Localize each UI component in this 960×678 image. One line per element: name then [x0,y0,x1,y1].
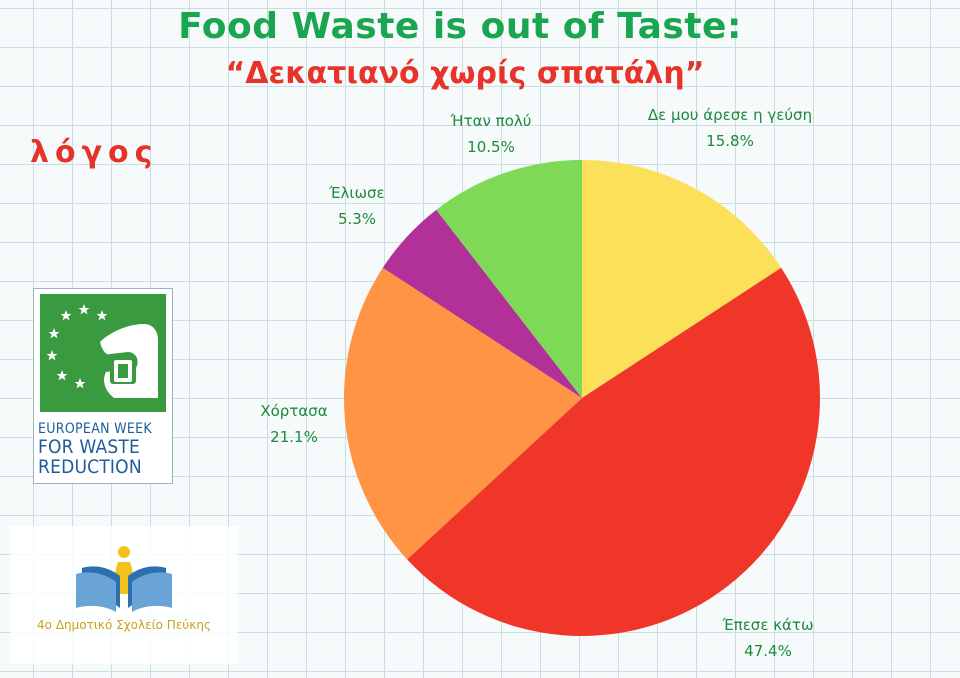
ewwr-emblem [40,294,166,412]
pie-slice [407,267,820,636]
slice-value: 5.3% [337,210,377,228]
school-logo: 4ο Δημοτικό Σχολείο Πεύκης [10,526,238,664]
ewwr-line-3: REDUCTION [38,456,142,478]
slice-label: Δε μου άρεσε η γεύση 15.8% [648,102,812,154]
slice-category: Έλιωσε [329,184,385,202]
slice-label: Ήταν πολύ 10.5% [451,108,532,160]
slice-value: 47.4% [744,642,792,660]
slice-category: Ήταν πολύ [450,112,532,130]
page-subtitle: “Δεκατιανό χωρίς σπατάλη” [225,56,705,91]
section-heading: λόγος [30,135,159,170]
slice-label: Έλιωσε 5.3% [329,180,384,232]
slice-label: Έπεσε κάτω 47.4% [722,612,813,664]
ewwr-logo: EUROPEAN WEEK FOR WASTE REDUCTION [33,288,173,484]
ewwr-line-1: EUROPEAN WEEK [38,421,152,437]
ewwr-line-2: FOR WASTE [38,436,141,458]
slice-value: 15.8% [706,132,754,150]
slice-category: Δε μου άρεσε η γεύση [647,106,813,124]
slice-category: Έπεσε κάτω [722,616,814,634]
slice-value: 21.1% [270,428,318,446]
slice-category: Χόρτασα [260,402,328,420]
open-book-icon [76,546,172,612]
hand-bin-icon [46,304,158,398]
pie-slice [344,267,582,560]
page-title: Food Waste is out of Taste: [178,6,742,47]
slice-label: Χόρτασα 21.1% [260,398,327,450]
slice-value: 10.5% [467,138,515,156]
pie-slice [436,160,582,398]
school-name: 4ο Δημοτικό Σχολείο Πεύκης [37,618,211,632]
pie-slice [382,209,582,398]
ewwr-wordmark: EUROPEAN WEEK FOR WASTE REDUCTION [38,421,170,477]
pie-slice [582,160,782,398]
